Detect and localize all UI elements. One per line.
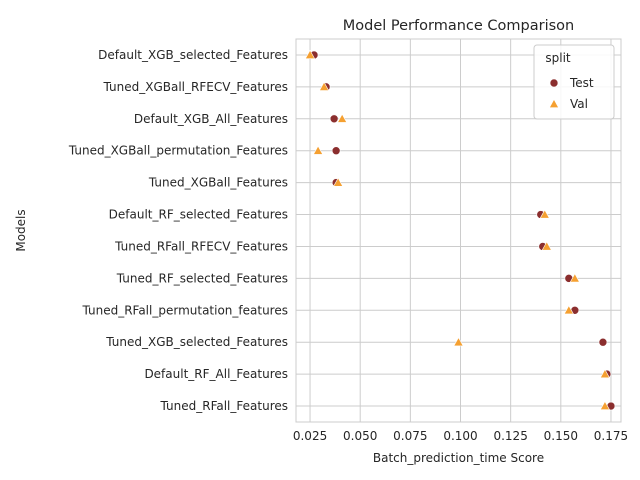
data-point-val [333, 177, 344, 187]
data-marks [304, 49, 616, 411]
data-point-val [312, 145, 324, 155]
legend-label-test: Test [569, 76, 594, 90]
data-point-val [318, 81, 330, 91]
y-axis-label: Models [14, 209, 28, 251]
data-point-test [598, 337, 608, 347]
data-point-test [329, 114, 339, 124]
x-tick-labels: 0.025 0.050 0.075 0.100 0.125 0.150 0.175 [293, 429, 628, 443]
x-tick-label: 0.125 [493, 429, 527, 443]
data-point-val [304, 49, 316, 59]
legend: split Test Val [533, 44, 615, 120]
y-tick-label: Tuned_RFall_Features [160, 399, 288, 413]
y-tick-label: Tuned_RF_selected_Features [116, 271, 288, 285]
data-point-val [541, 241, 552, 251]
data-point-val [539, 209, 550, 219]
data-point-val [569, 273, 580, 283]
x-tick-label: 0.025 [293, 429, 327, 443]
y-tick-label: Default_XGB_All_Features [134, 112, 288, 126]
y-tick-label: Tuned_XGBall_permutation_Features [68, 144, 288, 158]
x-tick-label: 0.100 [443, 429, 477, 443]
grid-lines [296, 39, 621, 422]
legend-marker-val [548, 98, 560, 108]
x-tick-label: 0.050 [343, 429, 377, 443]
y-tick-label: Tuned_RFall_permutation_features [81, 303, 288, 317]
y-tick-label: Tuned_XGBall_Features [148, 176, 288, 190]
x-axis-label: Batch_prediction_time Score [373, 451, 544, 465]
y-tick-label: Default_XGB_selected_Features [98, 48, 288, 62]
data-point-test [331, 146, 341, 156]
data-point-val [599, 368, 611, 379]
chart-title: Model Performance Comparison [343, 18, 574, 34]
y-tick-labels: Default_XGB_selected_Features Tuned_XGBal… [68, 48, 288, 413]
legend-title: split [545, 51, 571, 65]
legend-label-val: Val [570, 97, 588, 111]
x-tick-label: 0.075 [393, 429, 427, 443]
data-point-val [599, 400, 611, 411]
y-tick-label: Tuned_XGB_selected_Features [105, 335, 288, 349]
legend-marker-test [549, 78, 559, 88]
data-point-val [563, 305, 574, 315]
y-tick-label: Default_RF_All_Features [144, 367, 288, 381]
data-point-val [337, 113, 348, 123]
x-tick-label: 0.150 [544, 429, 578, 443]
y-tick-label: Tuned_RFall_RFECV_Features [114, 239, 288, 253]
y-tick-label: Default_RF_selected_Features [109, 208, 288, 222]
y-tick-label: Tuned_XGBall_RFECV_Features [103, 80, 289, 94]
data-point-val [453, 336, 464, 347]
x-tick-label: 0.175 [594, 429, 628, 443]
